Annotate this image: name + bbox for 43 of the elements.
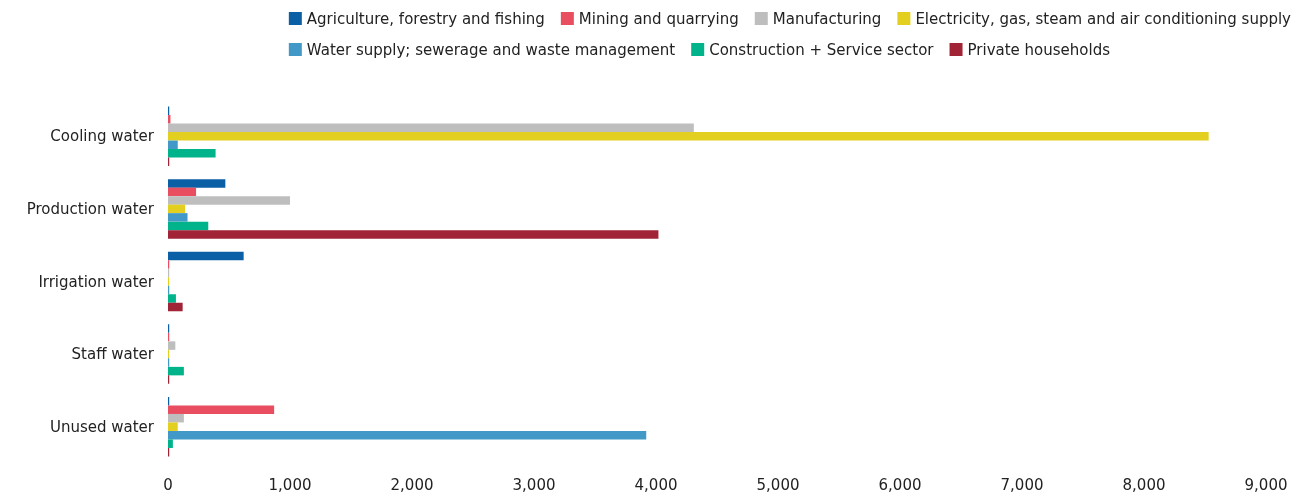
y-tick-label: Unused water	[49, 417, 155, 436]
x-tick-label: 3,000	[512, 475, 556, 494]
bar	[168, 294, 176, 303]
bar	[168, 140, 178, 150]
x-tick-label: 9,000	[1244, 475, 1288, 494]
x-tick-label: 6,000	[878, 475, 922, 494]
bar	[168, 251, 244, 261]
bar	[168, 341, 176, 350]
legend-label: Construction + Service sector	[709, 40, 935, 59]
bar	[168, 123, 694, 133]
legend-label: Water supply; sewerage and waste management	[306, 40, 676, 59]
x-tick-label: 2,000	[390, 475, 434, 494]
x-tick-label: 4,000	[634, 475, 678, 494]
bar	[168, 302, 183, 312]
bar	[168, 422, 178, 431]
bar	[168, 179, 226, 188]
x-tick-label: 7,000	[1000, 475, 1044, 494]
y-tick-label: Staff water	[71, 345, 155, 364]
bar	[168, 132, 1209, 141]
x-tick-label: 8,000	[1122, 475, 1166, 494]
bar	[168, 230, 659, 239]
bar	[168, 213, 188, 222]
bar	[168, 405, 275, 414]
legend-label: Mining and quarrying	[578, 9, 739, 28]
bar	[168, 413, 184, 423]
bar	[168, 149, 216, 158]
bar	[168, 221, 209, 231]
bar	[168, 187, 197, 197]
x-tick-label: 5,000	[756, 475, 800, 494]
legend-label: Electricity, gas, steam and air conditioning supply	[915, 9, 1292, 28]
bar	[168, 196, 290, 205]
legend-label: Agriculture, forestry and fishing	[306, 9, 545, 28]
legend-label: Private households	[967, 40, 1111, 59]
x-tick-label: 0	[163, 475, 173, 494]
y-tick-label: Cooling water	[50, 127, 155, 146]
x-tick-label: 1,000	[268, 475, 312, 494]
legend-label: Manufacturing	[772, 9, 882, 28]
y-tick-label: Irrigation water	[38, 272, 155, 291]
bar	[168, 366, 184, 376]
bar	[168, 430, 647, 440]
bar	[168, 204, 186, 214]
y-tick-label: Production water	[26, 199, 155, 218]
bar	[168, 439, 173, 448]
